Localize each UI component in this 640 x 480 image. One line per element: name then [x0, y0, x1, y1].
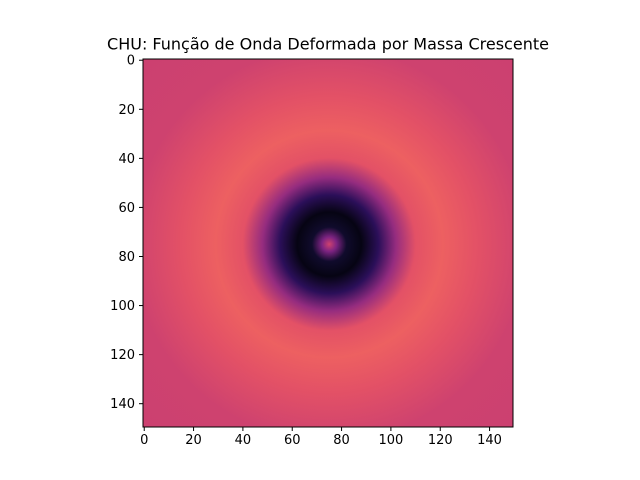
x-axis: 0 20 40 60 80 100 120 140 [140, 427, 502, 448]
x-tick-label: 0 [140, 433, 148, 448]
plot-frame [142, 58, 514, 428]
y-tick-label: 0 [127, 54, 135, 69]
y-tick-label: 80 [118, 250, 135, 265]
x-tick-label: 120 [428, 433, 453, 448]
x-tick-label: 40 [235, 433, 252, 448]
y-tick-label: 20 [118, 103, 135, 118]
y-axis: 0 20 40 60 80 100 120 140 [110, 54, 143, 412]
chart-title: CHU: Função de Onda Deformada por Massa … [107, 35, 549, 54]
x-tick-label: 60 [284, 433, 301, 448]
x-tick-label: 20 [185, 433, 202, 448]
y-tick-label: 140 [110, 397, 135, 412]
y-tick-label: 100 [110, 299, 135, 314]
y-tick-label: 60 [118, 201, 135, 216]
heatmap-image [143, 59, 513, 427]
heatmap-field [143, 59, 513, 427]
x-tick-label: 100 [378, 433, 403, 448]
x-tick-label: 140 [477, 433, 502, 448]
y-tick-label: 120 [110, 348, 135, 363]
y-tick-label: 40 [118, 152, 135, 167]
x-tick-label: 80 [333, 433, 350, 448]
